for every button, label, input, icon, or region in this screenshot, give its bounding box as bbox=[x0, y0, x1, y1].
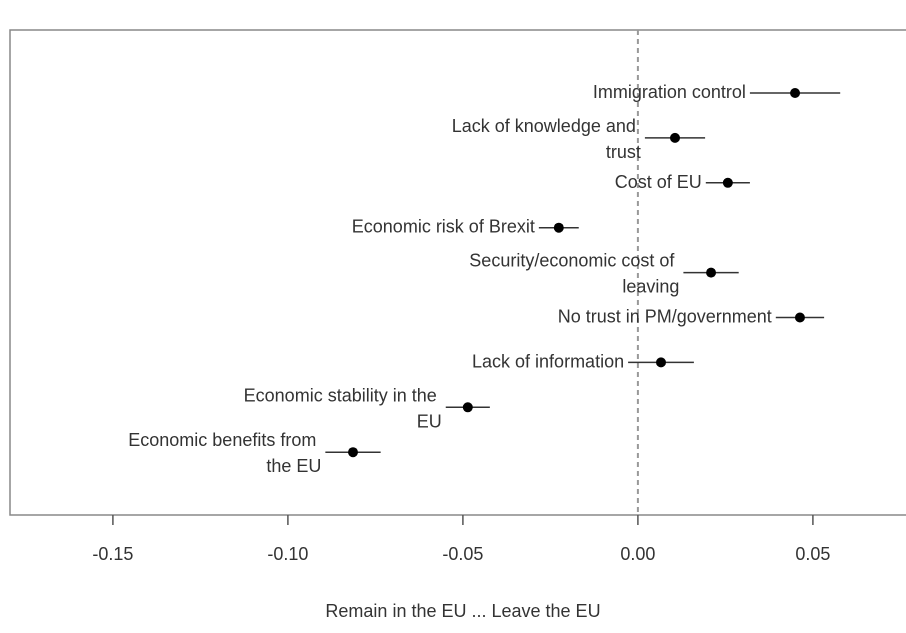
x-tick-label: 0.00 bbox=[620, 544, 655, 564]
x-tick-label: -0.10 bbox=[267, 544, 308, 564]
point bbox=[462, 402, 473, 413]
point bbox=[790, 88, 801, 98]
category-label: Lack of knowledge and trust bbox=[452, 116, 641, 162]
point bbox=[348, 447, 358, 458]
point bbox=[722, 177, 733, 188]
category-label: Immigration control bbox=[593, 82, 746, 102]
x-tick-label: -0.05 bbox=[442, 544, 483, 564]
point bbox=[670, 132, 680, 143]
category-label: Economic stability in the EU bbox=[244, 385, 442, 431]
category-label: Lack of information bbox=[472, 351, 624, 371]
x-tick-label: -0.15 bbox=[92, 544, 133, 564]
x-axis-label: Remain in the EU ... Leave the EU bbox=[325, 601, 600, 621]
category-label: Economic risk of Brexit bbox=[352, 216, 535, 236]
point bbox=[656, 357, 666, 368]
x-tick-label: 0.05 bbox=[795, 544, 830, 564]
point bbox=[706, 267, 717, 278]
category-label: No trust in PM/government bbox=[558, 306, 772, 326]
point bbox=[794, 312, 805, 323]
category-label: Security/economic cost of leaving bbox=[469, 250, 679, 296]
point bbox=[553, 222, 564, 233]
plot-frame bbox=[9, 29, 906, 516]
category-label: Cost of EU bbox=[615, 172, 702, 192]
category-label: Economic benefits from the EU bbox=[128, 430, 321, 476]
